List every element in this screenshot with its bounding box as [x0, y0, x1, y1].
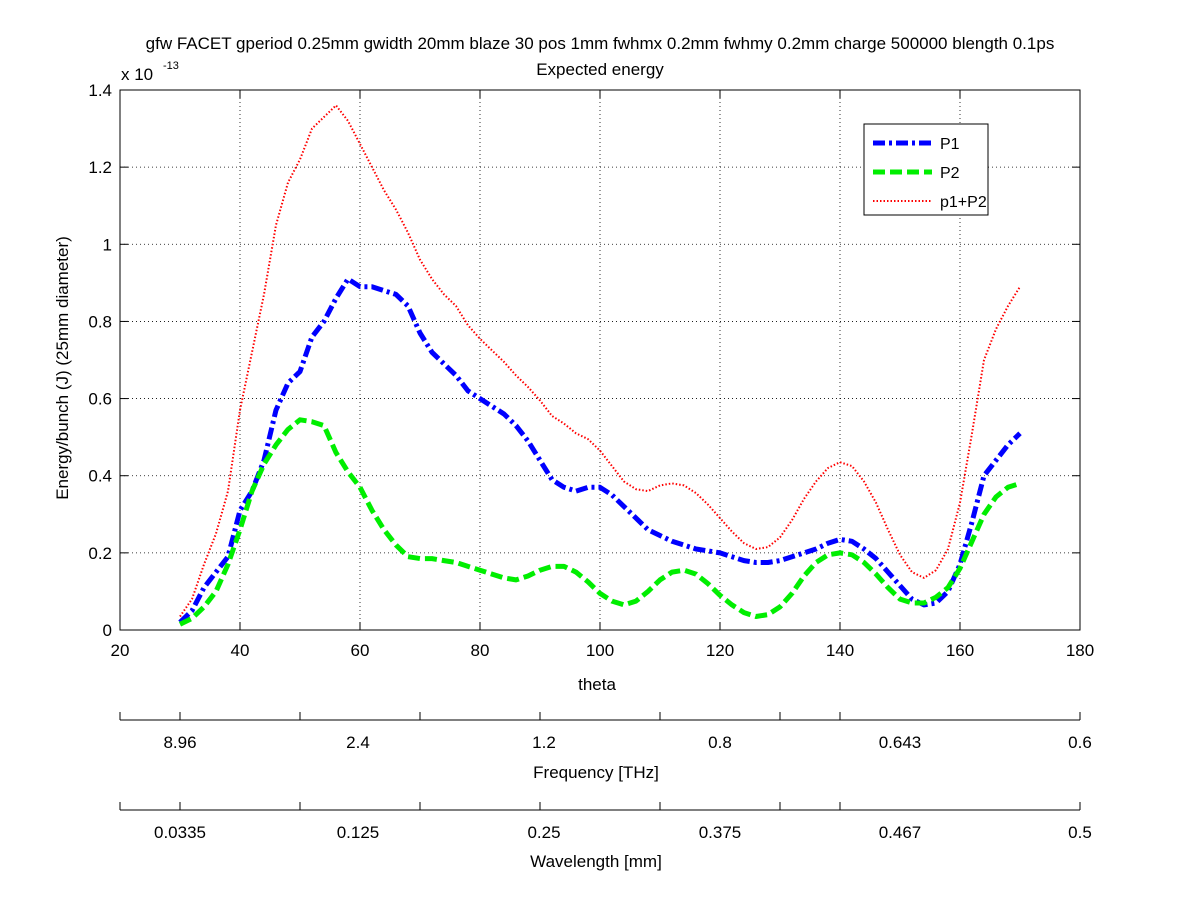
- y-tick-label: 0: [103, 621, 112, 640]
- secondary-tick-label: 0.25: [527, 823, 560, 842]
- legend-label-p2: P2: [940, 165, 960, 182]
- secondary-tick-label: 0.375: [699, 823, 742, 842]
- y-tick-label: 1.4: [88, 81, 112, 100]
- legend: P1 P2 p1+P2: [863, 123, 989, 216]
- y-tick-label: 1.2: [88, 158, 112, 177]
- y-tick-label: 0.2: [88, 544, 112, 563]
- secondary-tick-label: 8.96: [163, 733, 196, 752]
- secondary-tick-label: 2.4: [346, 733, 370, 752]
- y-axis-label: Energy/bunch (J) (25mm diameter): [53, 236, 72, 500]
- secondary-tick-label: 1.2: [532, 733, 556, 752]
- wavelength-axis: Wavelength [mm] 0.0335 0.125 0.25 0.375 0.46…: [119, 802, 1092, 871]
- y-tick-label: 0.8: [88, 312, 112, 331]
- series-line-p2: [178, 417, 1021, 627]
- y-tick-label: 0.6: [88, 390, 112, 409]
- x-tick-label: 60: [351, 641, 370, 660]
- y-exponent-base: x 10: [121, 65, 153, 84]
- axis-ticks: 20 40 60 80 100 120 140 160 180 0 0.2 0.4 0.6 0.8 1 1.2…: [88, 81, 1094, 660]
- x-tick-label: 80: [471, 641, 490, 660]
- chart-subtitle: Expected energy: [536, 60, 664, 79]
- x-tick-label: 40: [231, 641, 250, 660]
- y-tick-label: 0.4: [88, 467, 112, 486]
- secondary-tick-label: 0.643: [879, 733, 922, 752]
- y-tick-label: 1: [103, 235, 112, 254]
- legend-label-p1: P1: [940, 136, 960, 153]
- wavelength-axis-label: Wavelength [mm]: [530, 852, 662, 871]
- legend-label-sum: p1+P2: [940, 194, 987, 211]
- series-lines: [178, 104, 1022, 627]
- x-tick-label: 100: [586, 641, 614, 660]
- secondary-tick-label: 0.125: [337, 823, 380, 842]
- frequency-axis-label: Frequency [THz]: [533, 763, 659, 782]
- frequency-axis: Frequency [THz] 8.96 2.4 1.2 0.8 0.643 0.6: [119, 712, 1092, 782]
- x-axis-label: theta: [578, 675, 616, 694]
- secondary-tick-label: 0.6: [1068, 733, 1092, 752]
- secondary-tick-label: 0.8: [708, 733, 732, 752]
- x-tick-label: 180: [1066, 641, 1094, 660]
- secondary-tick-label: 0.5: [1068, 823, 1092, 842]
- x-tick-label: 20: [111, 641, 130, 660]
- secondary-tick-label: 0.0335: [154, 823, 206, 842]
- series-line-p1: [178, 276, 1022, 625]
- x-tick-label: 120: [706, 641, 734, 660]
- chart-title: gfw FACET gperiod 0.25mm gwidth 20mm bla…: [146, 34, 1055, 53]
- secondary-tick-label: 0.467: [879, 823, 922, 842]
- x-tick-label: 140: [826, 641, 854, 660]
- y-exponent-power: -13: [163, 60, 179, 72]
- x-tick-label: 160: [946, 641, 974, 660]
